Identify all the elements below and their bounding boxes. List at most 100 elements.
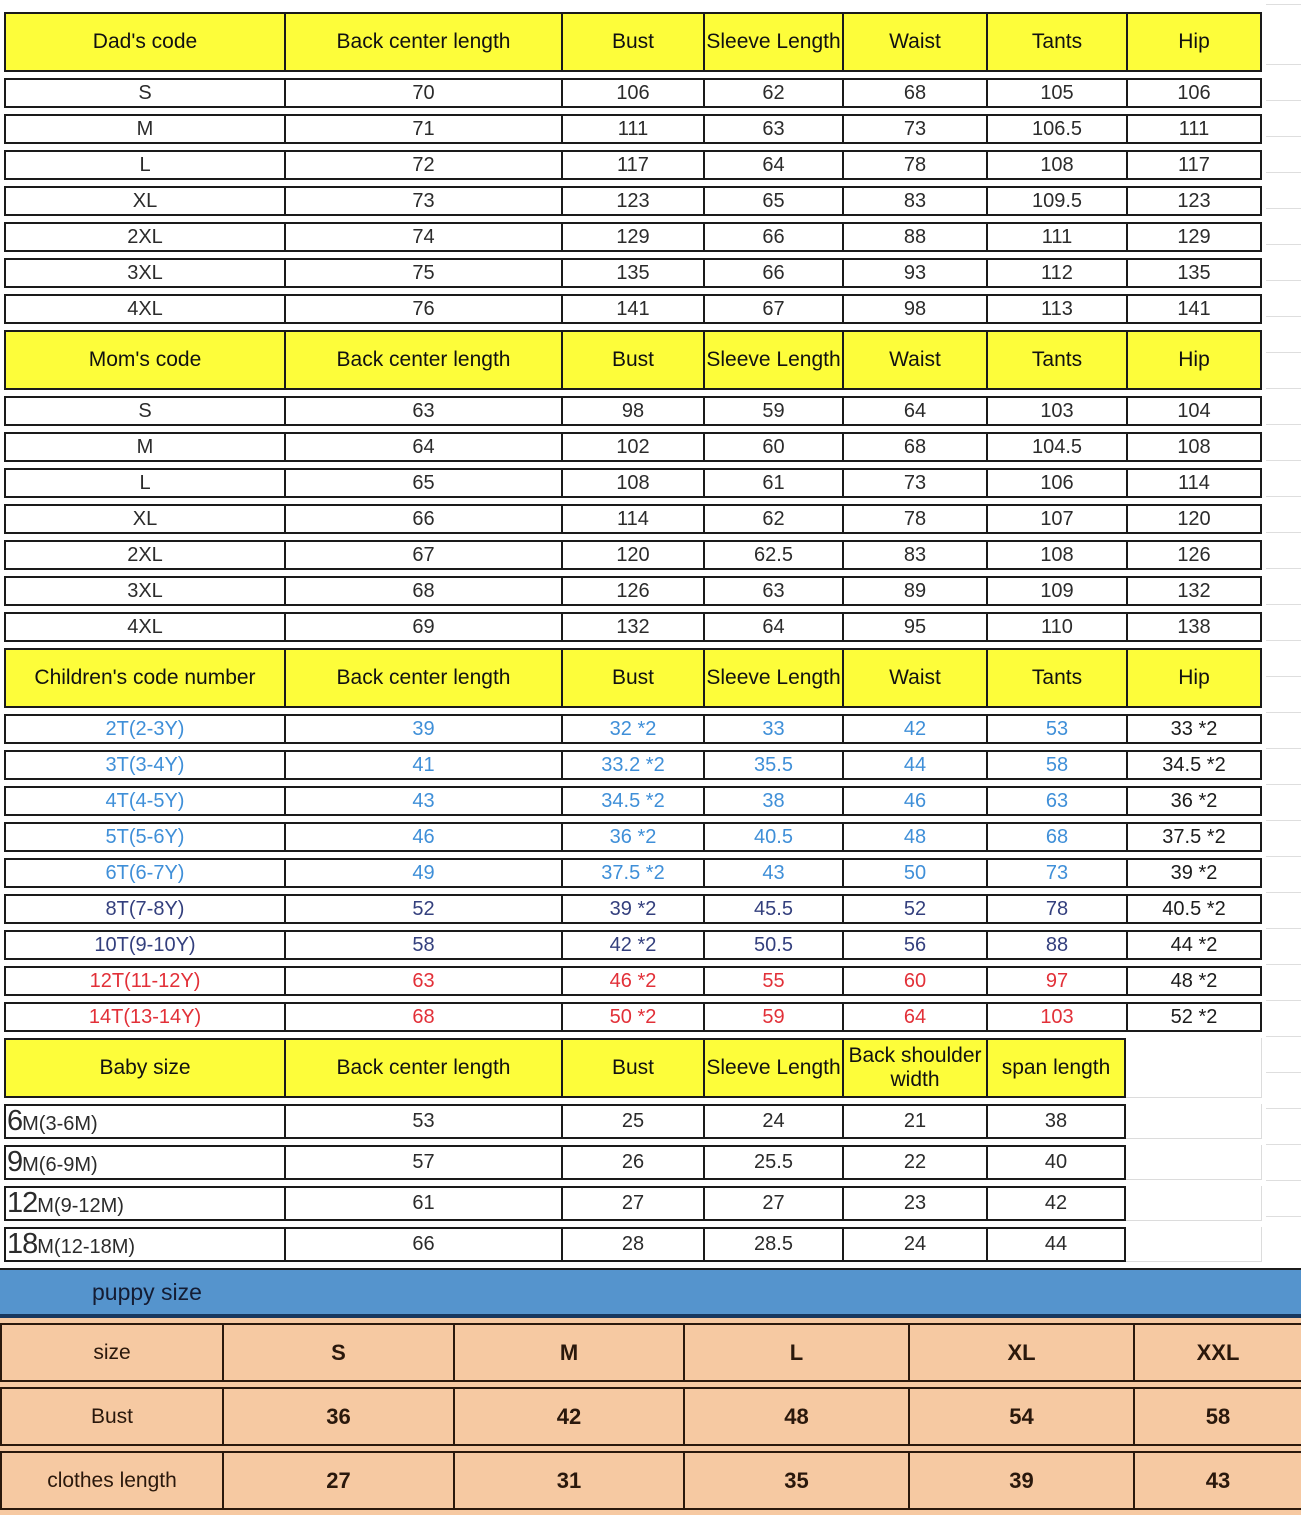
puppy-row-label: size: [0, 1323, 222, 1382]
value-cell: 48: [842, 822, 986, 852]
value-cell: 108: [1126, 432, 1262, 462]
value-cell: 83: [842, 540, 986, 570]
value-cell: 72: [284, 150, 561, 180]
value-cell: 39 *2: [1126, 858, 1262, 888]
table-row: 4XL 76 141 67 98 113 141: [4, 294, 1262, 324]
puppy-value-cell: M: [453, 1323, 683, 1382]
value-cell: 50 *2: [561, 1002, 703, 1032]
value-cell: 59: [703, 1002, 842, 1032]
value-cell: 42: [842, 714, 986, 744]
value-cell: 53: [986, 714, 1126, 744]
row-label: 18M(12-18M): [4, 1227, 284, 1262]
value-cell: 39: [284, 714, 561, 744]
value-cell: 110: [986, 612, 1126, 642]
value-cell: 33: [703, 714, 842, 744]
value-cell: 37.5 *2: [561, 858, 703, 888]
column-header: Bust: [561, 330, 703, 390]
column-header: Waist: [842, 648, 986, 708]
value-cell: 46: [842, 786, 986, 816]
value-cell: 67: [703, 294, 842, 324]
value-cell: 59: [703, 396, 842, 426]
value-cell: 40.5: [703, 822, 842, 852]
value-cell: 44 *2: [1126, 930, 1262, 960]
puppy-value-cell: 43: [1133, 1451, 1301, 1510]
value-cell: 73: [986, 858, 1126, 888]
value-cell: 49: [284, 858, 561, 888]
value-cell: 64: [703, 150, 842, 180]
value-cell: 32 *2: [561, 714, 703, 744]
row-label: XL: [4, 504, 284, 534]
value-cell: 88: [842, 222, 986, 252]
value-cell: 73: [842, 468, 986, 498]
empty-cell: [1126, 1145, 1262, 1180]
value-cell: 44: [986, 1227, 1126, 1262]
table-row: M 64 102 60 68 104.5 108: [4, 432, 1262, 462]
value-cell: 123: [1126, 186, 1262, 216]
value-cell: 108: [986, 540, 1126, 570]
column-header: Bust: [561, 12, 703, 72]
puppy-value-cell: 48: [683, 1387, 908, 1446]
row-label: 3T(3-4Y): [4, 750, 284, 780]
value-cell: 63: [703, 576, 842, 606]
table-row: 6T(6-7Y) 49 37.5 *2 43 50 73 39 *2: [4, 858, 1262, 888]
value-cell: 106.5: [986, 114, 1126, 144]
table-row: 12M(9-12M) 61 27 27 23 42: [4, 1186, 1262, 1221]
value-cell: 33.2 *2: [561, 750, 703, 780]
value-cell: 93: [842, 258, 986, 288]
value-cell: 108: [986, 150, 1126, 180]
puppy-value-cell: XXL: [1133, 1323, 1301, 1382]
value-cell: 62: [703, 504, 842, 534]
value-cell: 36 *2: [561, 822, 703, 852]
table-row: XL 73 123 65 83 109.5 123: [4, 186, 1262, 216]
table-row: 3XL 75 135 66 93 112 135: [4, 258, 1262, 288]
puppy-value-cell: 39: [908, 1451, 1133, 1510]
table-row: 2XL 67 120 62.5 83 108 126: [4, 540, 1262, 570]
value-cell: 135: [561, 258, 703, 288]
value-cell: 64: [703, 612, 842, 642]
value-cell: 141: [561, 294, 703, 324]
value-cell: 55: [703, 966, 842, 996]
row-label: M: [4, 432, 284, 462]
value-cell: 126: [1126, 540, 1262, 570]
value-cell: 71: [284, 114, 561, 144]
value-cell: 37.5 *2: [1126, 822, 1262, 852]
puppy-value-cell: 54: [908, 1387, 1133, 1446]
value-cell: 111: [986, 222, 1126, 252]
table-row: S 63 98 59 64 103 104: [4, 396, 1262, 426]
baby-size-range: M(3-6M): [22, 1113, 98, 1135]
value-cell: 62.5: [703, 540, 842, 570]
value-cell: 73: [284, 186, 561, 216]
value-cell: 58: [986, 750, 1126, 780]
row-label: M: [4, 114, 284, 144]
table-row: 10T(9-10Y) 58 42 *2 50.5 56 88 44 *2: [4, 930, 1262, 960]
column-header: Back center length: [284, 330, 561, 390]
family-size-tables: Dad's code Back center length Bust Sleeve L…: [4, 0, 1301, 1262]
table-row: 3T(3-4Y) 41 33.2 *2 35.5 44 58 34.5 *2: [4, 750, 1262, 780]
value-cell: 97: [986, 966, 1126, 996]
value-cell: 57: [284, 1145, 561, 1180]
column-header: Sleeve Length: [703, 648, 842, 708]
puppy-value-cell: 42: [453, 1387, 683, 1446]
empty-cell: [1126, 1186, 1262, 1221]
value-cell: 68: [842, 78, 986, 108]
baby-size-number: 12: [7, 1187, 38, 1219]
row-label: 12T(11-12Y): [4, 966, 284, 996]
table-row: 2XL 74 129 66 88 111 129: [4, 222, 1262, 252]
value-cell: 98: [561, 396, 703, 426]
value-cell: 106: [1126, 78, 1262, 108]
header-row: Children's code number Back center length…: [4, 648, 1262, 708]
value-cell: 103: [986, 1002, 1126, 1032]
puppy-row-label: Bust: [0, 1387, 222, 1446]
row-label: 4T(4-5Y): [4, 786, 284, 816]
value-cell: 66: [284, 504, 561, 534]
puppy-size-rows: size S M L XL XXL Bust 36 42 48 54 58 clothes length…: [0, 1323, 1301, 1510]
row-label: L: [4, 468, 284, 498]
value-cell: 64: [842, 1002, 986, 1032]
value-cell: 43: [284, 786, 561, 816]
table-row: L 65 108 61 73 106 114: [4, 468, 1262, 498]
table-row: M 71 111 63 73 106.5 111: [4, 114, 1262, 144]
puppy-row-label: clothes length: [0, 1451, 222, 1510]
value-cell: 61: [703, 468, 842, 498]
puppy-value-cell: 58: [1133, 1387, 1301, 1446]
value-cell: 45.5: [703, 894, 842, 924]
